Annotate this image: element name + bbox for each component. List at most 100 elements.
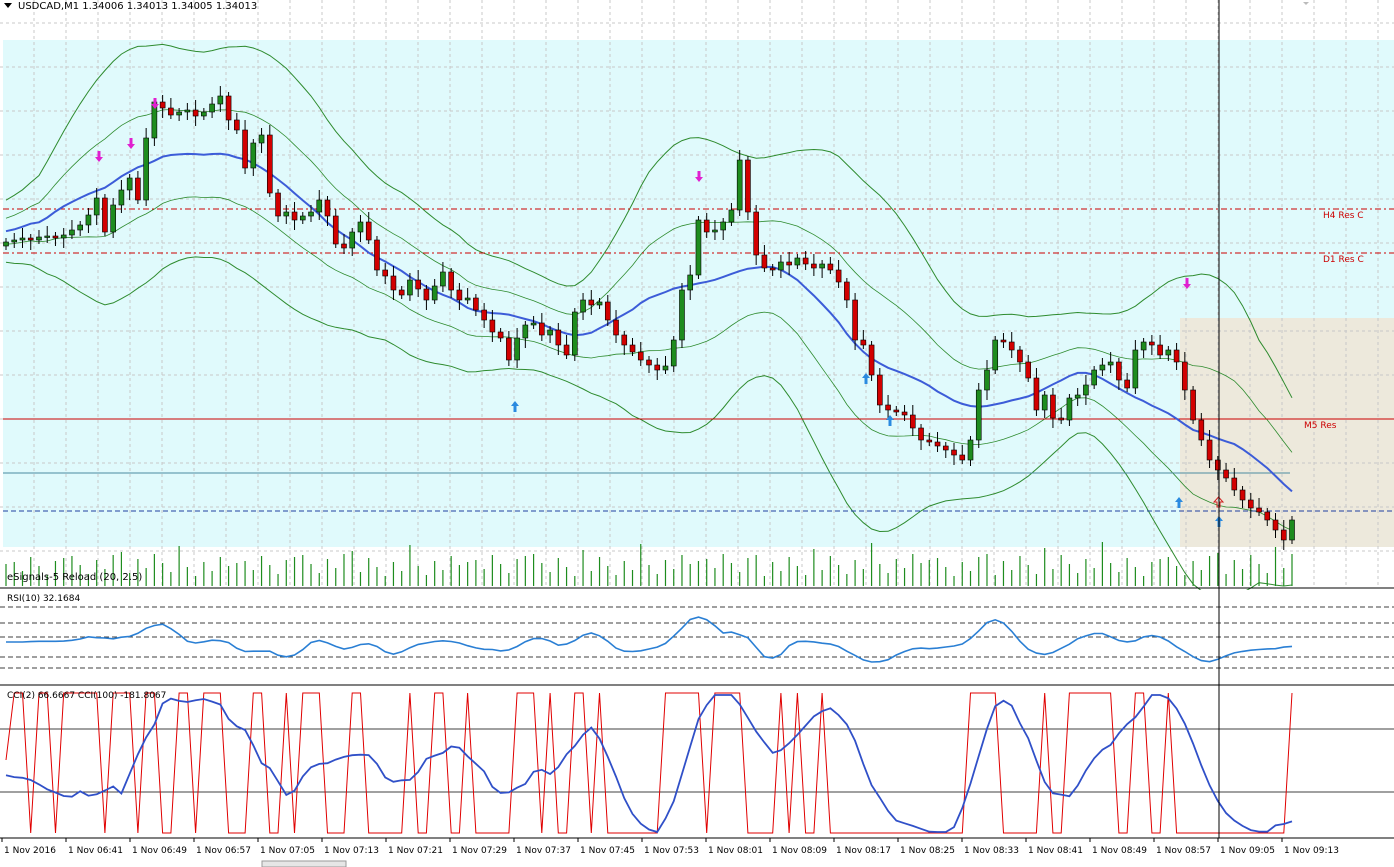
bearish-candle — [811, 263, 817, 269]
bearish-candle — [1008, 341, 1015, 351]
bearish-candle — [159, 101, 166, 109]
bullish-candle — [984, 369, 990, 391]
bearish-candle — [135, 177, 141, 201]
bullish-candle — [36, 236, 42, 241]
bullish-candle — [1289, 519, 1295, 541]
bearish-candle — [1124, 379, 1130, 389]
bearish-candle — [1190, 389, 1196, 421]
cci-pane — [0, 687, 1394, 837]
cci-slow-line — [5, 694, 1293, 834]
triangle-down-icon[interactable] — [1303, 2, 1309, 5]
bullish-candle — [250, 142, 257, 169]
bearish-candle — [1280, 529, 1287, 541]
time-axis-label: 1 Nov 08:25 — [900, 846, 955, 856]
bearish-candle — [1215, 459, 1221, 471]
symbol-header: USDCAD,M1 1.34006 1.34013 1.34005 1.3401… — [18, 1, 257, 12]
bearish-candle — [563, 344, 570, 356]
bearish-candle — [868, 344, 875, 376]
bearish-candle — [613, 319, 619, 336]
bearish-candle — [1182, 361, 1188, 391]
volume-histogram — [5, 542, 1293, 586]
bearish-candle — [1247, 499, 1254, 509]
up-arrow-icon — [1175, 497, 1183, 508]
bullish-candle — [794, 257, 801, 266]
up-arrow-icon — [511, 401, 519, 412]
bearish-candle — [266, 134, 273, 194]
bullish-candle — [662, 365, 669, 371]
bearish-candle — [934, 441, 941, 447]
rsi-levels — [0, 606, 1394, 669]
bearish-candle — [654, 364, 661, 371]
bearish-candle — [621, 334, 628, 346]
down-arrow-icon — [151, 98, 159, 109]
bearish-candle — [275, 192, 281, 217]
level-label-m5-res: M5 Res — [1304, 421, 1337, 431]
time-axis-label: 1 Nov 06:41 — [68, 846, 123, 856]
upper-band — [5, 43, 1293, 399]
bullish-candle — [1074, 394, 1081, 399]
bearish-candle — [802, 257, 809, 265]
bullish-candle — [217, 95, 224, 105]
cci-levels — [0, 728, 1394, 793]
bullish-candle — [1066, 397, 1073, 421]
bearish-candle — [909, 414, 916, 429]
bearish-candle — [27, 237, 34, 241]
bullish-candle — [3, 241, 9, 247]
bullish-candle — [299, 215, 306, 221]
bullish-candle — [118, 189, 125, 206]
bearish-candle — [786, 261, 792, 266]
level-label-h4-res-c: H4 Res C — [1323, 211, 1364, 221]
bullish-candle — [580, 299, 586, 313]
bullish-candle — [530, 322, 537, 326]
grid — [0, 0, 1394, 587]
bearish-candle — [390, 275, 397, 291]
time-axis-label: 1 Nov 09:13 — [1284, 846, 1339, 856]
bullish-candle — [60, 234, 67, 239]
bearish-candle — [192, 109, 199, 117]
up-arrow-icon — [862, 373, 870, 384]
rsi-label: RSI(10) 32.1684 — [7, 594, 80, 604]
bullish-candle — [975, 389, 982, 441]
rsi-line — [6, 616, 1293, 663]
up-arrow-icon — [1212, 496, 1225, 508]
bearish-candle — [951, 449, 957, 456]
bullish-candle — [440, 271, 446, 287]
bearish-candle — [885, 404, 891, 411]
scrollbar-thumb[interactable] — [261, 860, 347, 867]
bearish-candle — [893, 409, 900, 413]
bullish-candle — [967, 439, 974, 461]
time-axis-label: 1 Nov 06:57 — [196, 846, 251, 856]
time-axis-label: 1 Nov 07:21 — [388, 846, 443, 856]
bearish-candle — [1116, 361, 1122, 381]
time-axis-label: 1 Nov 06:49 — [132, 846, 187, 856]
bearish-candle — [1256, 507, 1262, 513]
bearish-candle — [1058, 417, 1064, 421]
bullish-candle — [736, 159, 743, 211]
bullish-candle — [514, 337, 520, 361]
bearish-candle — [539, 322, 545, 336]
bullish-candle — [69, 229, 75, 236]
bearish-candle — [448, 271, 454, 291]
bearish-candle — [1033, 377, 1040, 411]
triangle-down-icon[interactable] — [4, 3, 12, 8]
bullish-candle — [464, 297, 471, 301]
bearish-candle — [753, 211, 759, 256]
bearish-candle — [835, 269, 842, 283]
bearish-candle — [506, 337, 512, 361]
time-axis-label: 1 Nov 07:37 — [516, 846, 571, 856]
bullish-candle — [720, 221, 726, 231]
bullish-candle — [778, 261, 784, 271]
bullish-candle — [522, 324, 529, 339]
bearish-candle — [225, 95, 232, 121]
bearish-candle — [489, 319, 496, 333]
cci-label: CCI(2) 66.6667 CCI(100) -181.8067 — [7, 691, 166, 701]
bullish-candle — [349, 231, 356, 249]
bearish-candle — [481, 309, 487, 321]
bullish-candle — [1099, 364, 1106, 371]
bearish-candle — [398, 289, 405, 296]
bearish-candle — [473, 297, 479, 311]
bearish-candle — [382, 269, 389, 277]
bearish-candle — [588, 299, 595, 306]
bearish-candle — [844, 281, 850, 301]
